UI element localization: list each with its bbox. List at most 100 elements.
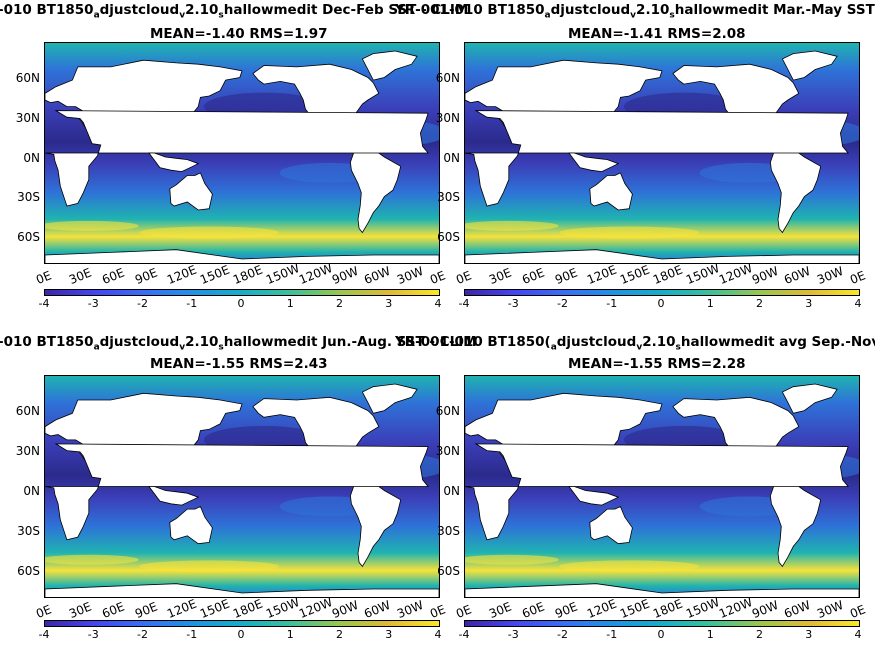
title-text: YR-001-010 BT1850(: [395, 334, 551, 350]
colorbar-tick-label: -1: [186, 628, 198, 641]
x-tick-label: 30W: [395, 263, 426, 287]
colorbar-tick-label: 2: [336, 628, 343, 641]
title-text: 2.10: [642, 334, 676, 350]
anomaly-region: [559, 226, 700, 239]
colorbar-tick-label: 1: [286, 297, 294, 310]
title-subscript: s: [218, 10, 224, 21]
africa-landmass: [465, 443, 849, 541]
map-svg: [45, 376, 439, 597]
title-text: djustcloud: [99, 334, 180, 350]
x-tick-label: 60W: [362, 597, 393, 621]
y-tick-label: 30S: [17, 524, 40, 539]
x-tick-label: 90E: [132, 599, 159, 621]
x-tick-label: 30W: [815, 263, 846, 287]
x-tick-label: 120W: [296, 260, 335, 287]
colorbar-tick-label: -2: [557, 628, 568, 641]
title-text: hallowmedit Mar.-May SST - C: [674, 2, 875, 18]
x-tick-label: 0E: [428, 268, 448, 287]
x-tick-label: 30E: [486, 599, 514, 621]
colorbar-tick-label: 0: [657, 628, 665, 641]
x-tick-label: 120W: [716, 594, 755, 621]
x-tick-label: 60W: [782, 597, 813, 621]
title-subscript: v: [630, 10, 637, 21]
colorbar-tick-label: 0: [237, 628, 245, 641]
mean-rms-label: MEAN=-1.55 RMS=2.28: [568, 356, 746, 372]
title-subscript: s: [675, 342, 681, 353]
colorbar-tick-label: 2: [756, 297, 763, 310]
x-tick-label: 150E: [618, 596, 652, 621]
title-subscript: a: [550, 342, 557, 353]
x-tick-label: 60E: [519, 599, 547, 621]
australia-landmass: [169, 505, 213, 545]
title-subscript: v: [179, 10, 186, 21]
y-tick-label: 60S: [437, 564, 460, 579]
colorbar-tick-label: -3: [507, 297, 519, 310]
africa-landmass: [45, 110, 429, 207]
colorbar-tick-label: -4: [38, 297, 50, 310]
x-tick-label: 30W: [815, 597, 846, 621]
x-tick-label: 60E: [519, 265, 547, 287]
map-svg: [465, 376, 859, 597]
colorbar-tick-label: -2: [557, 297, 568, 310]
x-tick-label: 180E: [231, 596, 265, 621]
y-tick-label: 0N: [443, 150, 460, 165]
australia-landmass: [589, 172, 633, 211]
colorbar-tick-label: -2: [137, 297, 148, 310]
panel-title: YR-001-010 BT1850adjustcloudv2.10shallow…: [395, 2, 875, 21]
colorbar-tick-label: 1: [706, 297, 714, 310]
x-tick-label: 90W: [749, 597, 780, 621]
title-subscript: a: [93, 10, 100, 21]
colorbar: [44, 289, 440, 296]
indonesia-landmass: [148, 152, 200, 173]
title-text: -010 BT1850: [0, 334, 94, 350]
colorbar-tick-label: 4: [854, 297, 862, 310]
greenland-landmass: [781, 50, 838, 81]
colorbar-tick-label: 1: [286, 628, 294, 641]
sst-anomaly-map: [464, 375, 860, 598]
colorbar-tick-label: 0: [657, 297, 665, 310]
x-tick-label: 0E: [428, 602, 448, 621]
x-tick-label: 150W: [263, 594, 302, 621]
sst-anomaly-map: [44, 375, 440, 598]
panel-title: YR-001-010 BT1850(adjustcloudv2.10shallo…: [395, 334, 875, 353]
colorbar-tick-label: -3: [87, 628, 99, 641]
colorbar-tick-label: 3: [385, 297, 393, 310]
colorbar-tick-label: 2: [336, 297, 343, 310]
anomaly-region: [559, 560, 700, 573]
x-tick-label: 120E: [585, 262, 619, 287]
x-tick-label: 120W: [716, 260, 755, 287]
x-tick-label: 30E: [66, 265, 94, 287]
title-text: YR-001-010 BT1850: [395, 2, 545, 18]
x-tick-label: 180E: [651, 262, 685, 287]
colorbar-tick-label: -1: [606, 628, 618, 641]
panel-title: -010 BT1850adjustcloudv2.10shallowmedit …: [0, 2, 468, 21]
title-subscript: s: [669, 10, 675, 21]
colorbar-tick-label: -2: [137, 628, 148, 641]
title-subscript: a: [93, 342, 100, 353]
title-subscript: v: [636, 342, 643, 353]
title-subscript: v: [179, 342, 186, 353]
x-tick-label: 90E: [132, 265, 159, 287]
title-text: hallowmedit avg Sep.-Nov. SST: [680, 334, 875, 350]
greenland-landmass: [781, 383, 838, 414]
x-tick-label: 150W: [683, 594, 722, 621]
colorbar-tick-label: 2: [756, 628, 763, 641]
y-tick-label: 0N: [443, 484, 460, 499]
y-tick-label: 60S: [17, 564, 40, 579]
x-tick-label: 120E: [165, 596, 199, 621]
colorbar-tick-label: 1: [706, 628, 714, 641]
y-tick-label: 30S: [437, 190, 460, 205]
x-tick-label: 0E: [454, 268, 474, 287]
x-tick-label: 0E: [848, 268, 868, 287]
greenland-landmass: [361, 383, 418, 414]
x-tick-label: 90W: [749, 263, 780, 287]
australia-landmass: [169, 172, 213, 211]
y-tick-label: 30N: [435, 444, 460, 459]
y-tick-label: 30N: [15, 444, 40, 459]
y-tick-label: 60N: [435, 404, 460, 419]
anomaly-region: [139, 226, 280, 239]
y-tick-label: 30N: [435, 110, 460, 125]
x-tick-label: 90E: [552, 265, 579, 287]
x-tick-label: 150E: [198, 262, 232, 287]
x-tick-label: 0E: [454, 602, 474, 621]
